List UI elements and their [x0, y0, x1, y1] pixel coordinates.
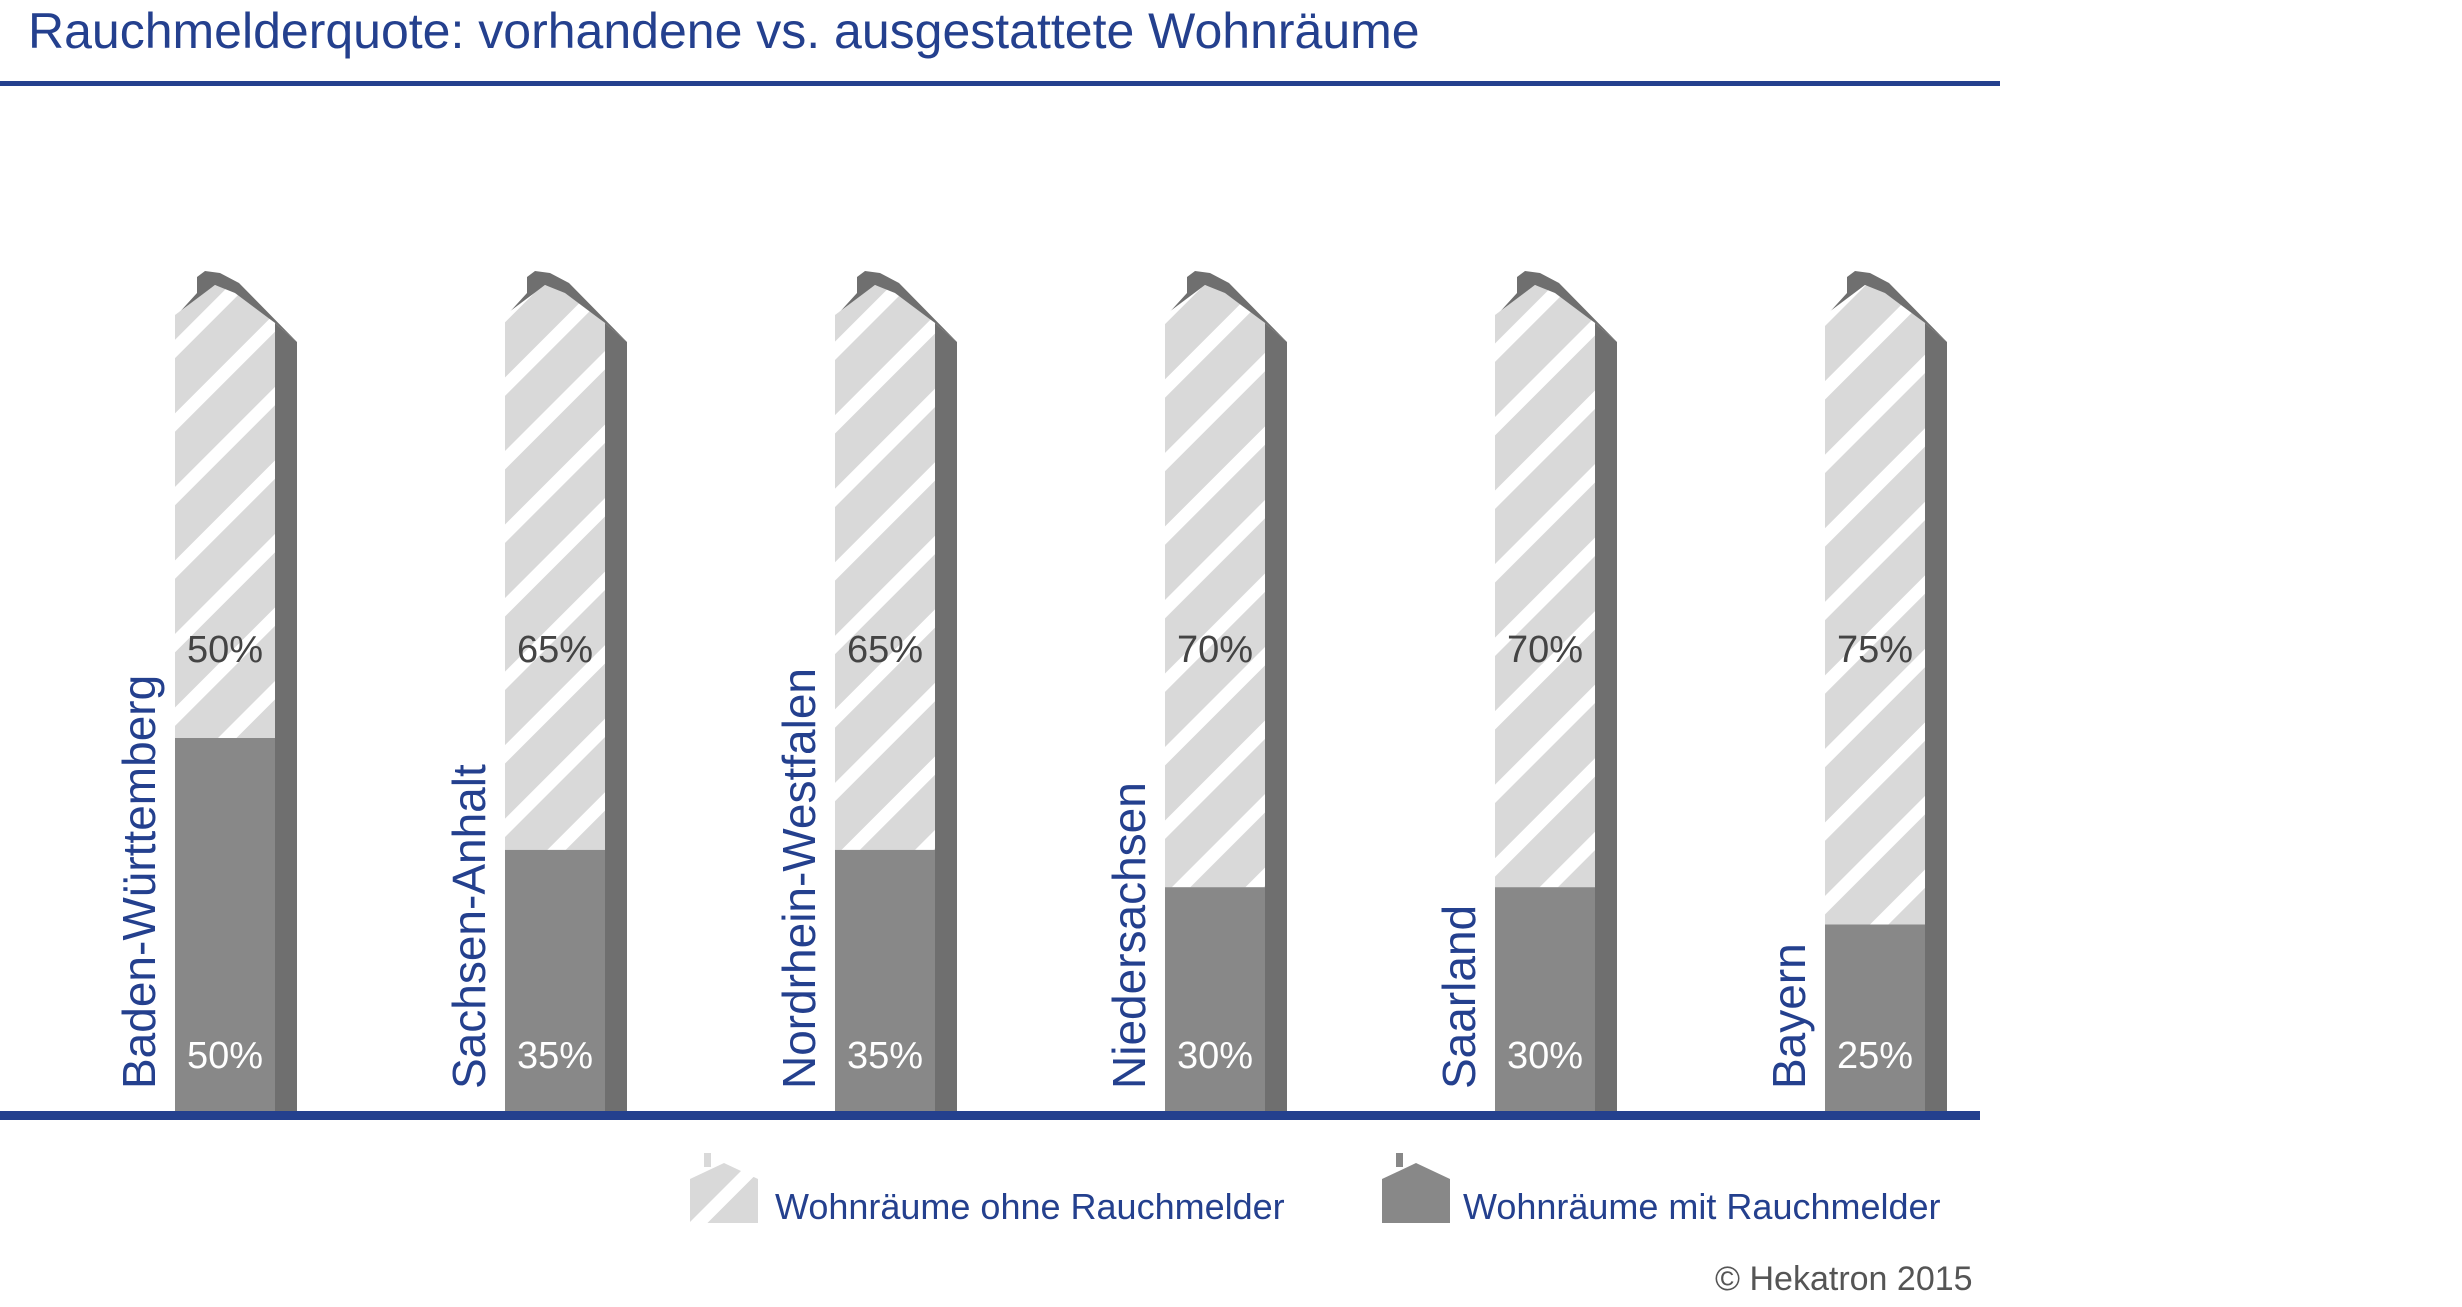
value-label-mit: 25% — [1837, 1035, 1913, 1077]
bar-segment-ohne — [1825, 285, 1925, 925]
value-label-mit: 35% — [847, 1035, 923, 1077]
chart-title: Rauchmelderquote: vorhandene vs. ausgest… — [28, 3, 1420, 59]
bar-segment-mit — [1495, 887, 1595, 1111]
legend-label-mit: Wohnräume mit Rauchmelder — [1463, 1186, 1941, 1227]
category-label: Niedersachsen — [1103, 782, 1155, 1089]
legend — [690, 1153, 1450, 1223]
bar-segment-ohne — [505, 285, 605, 850]
value-label-mit: 50% — [187, 1035, 263, 1077]
bar-segment-mit — [175, 738, 275, 1111]
bar-segment-mit — [1825, 924, 1925, 1111]
category-label: Saarland — [1433, 905, 1485, 1089]
bar-segment-ohne — [175, 285, 275, 738]
value-label-ohne: 65% — [847, 629, 923, 671]
value-label-ohne: 65% — [517, 629, 593, 671]
bar-side — [275, 323, 297, 1111]
title-rule — [0, 81, 2000, 86]
bar-segment-ohne — [1495, 285, 1595, 888]
bar-roof-edge — [1497, 271, 1617, 342]
bar-segment-ohne — [835, 285, 935, 850]
category-label: Nordrhein-Westfalen — [773, 668, 825, 1089]
bar-segment-ohne — [1165, 285, 1265, 888]
value-label-mit: 30% — [1177, 1035, 1253, 1077]
bar-side — [935, 323, 957, 1111]
value-label-mit: 30% — [1507, 1035, 1583, 1077]
legend-icon-mit — [1382, 1163, 1450, 1223]
baseline-axis — [0, 1111, 1980, 1120]
value-label-ohne: 70% — [1507, 629, 1583, 671]
value-label-ohne: 70% — [1177, 629, 1253, 671]
bar-side — [1925, 323, 1947, 1111]
bar-segment-mit — [1165, 887, 1265, 1111]
bar-roof-edge — [1827, 271, 1947, 342]
legend-icon-mit-chimney — [1396, 1153, 1403, 1167]
bar-roof-edge — [1167, 271, 1287, 342]
value-label-mit: 35% — [517, 1035, 593, 1077]
bar-side — [605, 323, 627, 1111]
legend-label-ohne: Wohnräume ohne Rauchmelder — [775, 1186, 1285, 1227]
bar-side — [1265, 323, 1287, 1111]
category-label: Baden-Württemberg — [113, 675, 165, 1089]
bar-segment-mit — [835, 849, 935, 1111]
bar-roof-edge — [177, 271, 297, 342]
bar-roof-edge — [507, 271, 627, 342]
category-label: Sachsen-Anhalt — [443, 764, 495, 1089]
bars-layer: Baden-Württemberg 50% 50% Sachsen-Anhalt 65%… — [113, 271, 1947, 1111]
legend-icon-ohne — [690, 1163, 758, 1223]
bar-roof-edge — [837, 271, 957, 342]
bar-side — [1595, 323, 1617, 1111]
category-label: Bayern — [1763, 943, 1815, 1089]
copyright-text: © Hekatron 2015 — [1715, 1260, 1973, 1298]
value-label-ohne: 75% — [1837, 629, 1913, 671]
value-label-ohne: 50% — [187, 629, 263, 671]
bar-segment-mit — [505, 849, 605, 1111]
legend-icon-ohne-chimney — [704, 1153, 711, 1167]
